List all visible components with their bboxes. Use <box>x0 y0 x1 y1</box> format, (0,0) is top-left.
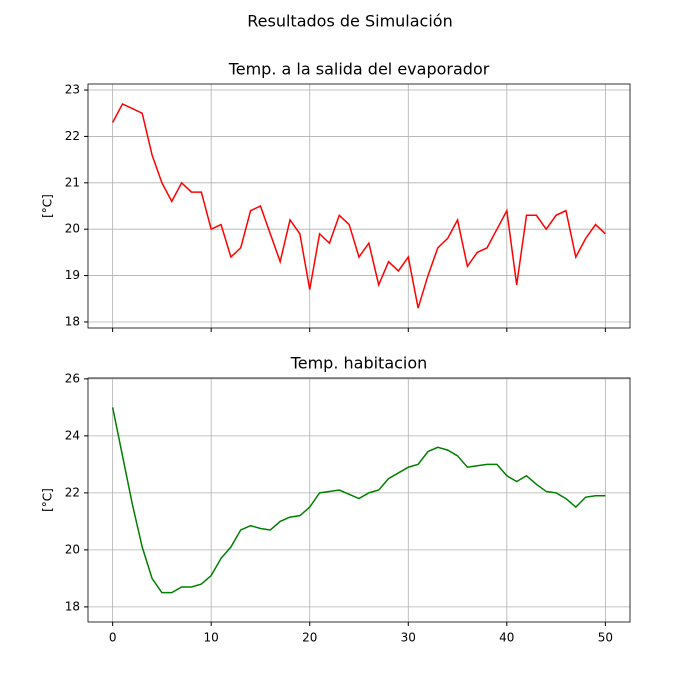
y-axis-label: [°C] <box>41 488 55 512</box>
y-tick-label: 21 <box>65 175 80 189</box>
plot-frame <box>87 83 631 329</box>
chart-title: Temp. a la salida del evaporador <box>228 60 490 79</box>
x-tick-label: 20 <box>302 631 317 645</box>
x-tick-label: 10 <box>204 631 219 645</box>
y-tick-label: 20 <box>65 542 80 556</box>
x-tick-label: 50 <box>598 631 613 645</box>
data-line <box>111 407 606 594</box>
x-tick-label: 0 <box>109 631 117 645</box>
y-tick-label: 24 <box>65 428 80 442</box>
y-tick-label: 26 <box>65 371 80 385</box>
y-tick-label: 22 <box>65 485 80 499</box>
y-tick-label: 23 <box>65 83 80 97</box>
y-tick-label: 19 <box>65 268 80 282</box>
plot-frame <box>87 377 631 623</box>
data-line <box>111 102 606 309</box>
figure-title: Resultados de Simulación <box>247 12 452 31</box>
y-axis-label: [°C] <box>41 194 55 218</box>
x-tick-label: 30 <box>401 631 416 645</box>
y-tick-label: 22 <box>65 129 80 143</box>
y-tick-label: 18 <box>65 314 80 328</box>
x-tick-label: 40 <box>499 631 514 645</box>
y-tick-label: 18 <box>65 599 80 613</box>
y-tick-label: 20 <box>65 222 80 236</box>
chart-title: Temp. habitacion <box>290 354 428 373</box>
